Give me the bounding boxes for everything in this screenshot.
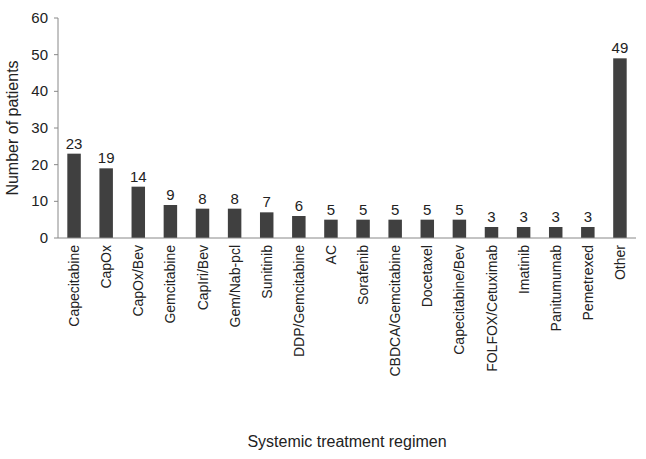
bar — [164, 205, 177, 238]
y-tick-label: 0 — [40, 229, 48, 246]
y-tick — [54, 18, 58, 19]
bar — [132, 187, 145, 238]
x-axis-title: Systemic treatment regimen — [247, 433, 446, 450]
x-tick-label: Other — [612, 245, 628, 280]
x-tick-label: Capecitabine — [66, 245, 82, 327]
x-tick-label: FOLFOX/Cetuximab — [484, 245, 500, 372]
x-tick-label: Sunitinib — [259, 245, 275, 299]
data-label: 9 — [166, 186, 174, 203]
data-label: 5 — [423, 201, 431, 218]
bar — [99, 168, 112, 238]
bar — [517, 227, 530, 238]
data-label: 14 — [130, 168, 147, 185]
bar — [356, 220, 369, 238]
x-tick-label: Imatinib — [516, 245, 532, 294]
bar — [292, 216, 305, 238]
bar — [260, 212, 273, 238]
x-tick-label: Panitumumab — [548, 245, 564, 332]
y-tick — [54, 238, 58, 239]
y-tick-label: 20 — [31, 156, 48, 173]
data-label: 8 — [230, 190, 238, 207]
y-axis-title: Number of patients — [4, 60, 21, 195]
bar — [67, 154, 80, 238]
data-label: 3 — [519, 208, 527, 225]
bar — [228, 209, 241, 238]
bar — [421, 220, 434, 238]
data-label: 7 — [263, 193, 271, 210]
bar — [453, 220, 466, 238]
data-label: 23 — [66, 135, 83, 152]
bar — [613, 58, 626, 238]
data-label: 5 — [391, 201, 399, 218]
y-tick-label: 40 — [31, 82, 48, 99]
x-tick-label: CBDCA/Gemcitabine — [387, 245, 403, 377]
data-label: 5 — [327, 201, 335, 218]
data-label: 3 — [552, 208, 560, 225]
bar — [549, 227, 562, 238]
x-tick-label: CapIri/Bev — [195, 245, 211, 310]
chart: 0 10 20 30 40 50 60 23 19 14 9 8 8 7 6 5 5 5 5 5 3 3 3 3 49 Capec… — [0, 0, 646, 459]
x-tick-label: Gem/Nab-pcl — [227, 245, 243, 327]
y-tick-label: 10 — [31, 192, 48, 209]
data-label: 8 — [198, 190, 206, 207]
bar — [388, 220, 401, 238]
y-tick — [54, 128, 58, 129]
x-tick-label: AC — [323, 245, 339, 264]
bars — [67, 58, 626, 238]
x-tick-label: DDP/Gemcitabine — [291, 245, 307, 357]
x-tick-label: Pemetrexed — [580, 245, 596, 320]
x-tick-label: Sorafenib — [355, 245, 371, 305]
x-tick-label: Docetaxel — [419, 245, 435, 307]
bar — [196, 209, 209, 238]
bar — [324, 220, 337, 238]
data-label: 49 — [612, 39, 629, 56]
y-tick — [54, 201, 58, 202]
x-axis-line — [58, 238, 636, 239]
y-tick — [54, 91, 58, 92]
x-tick-label: Gemcitabine — [162, 245, 178, 324]
data-label: 3 — [487, 208, 495, 225]
y-tick-label: 60 — [31, 9, 48, 26]
bar — [581, 227, 594, 238]
y-tick — [54, 54, 58, 55]
x-tick-label: CapOx — [98, 245, 114, 289]
data-label: 3 — [584, 208, 592, 225]
y-tick-label: 50 — [31, 46, 48, 63]
data-label: 5 — [455, 201, 463, 218]
bar — [485, 227, 498, 238]
x-tick-label: Capecitabine/Bev — [451, 245, 467, 355]
y-tick — [54, 164, 58, 165]
data-label: 5 — [359, 201, 367, 218]
y-tick-label: 30 — [31, 119, 48, 136]
data-label: 19 — [98, 149, 115, 166]
x-tick-label: CapOx/Bev — [130, 245, 146, 317]
data-label: 6 — [295, 197, 303, 214]
